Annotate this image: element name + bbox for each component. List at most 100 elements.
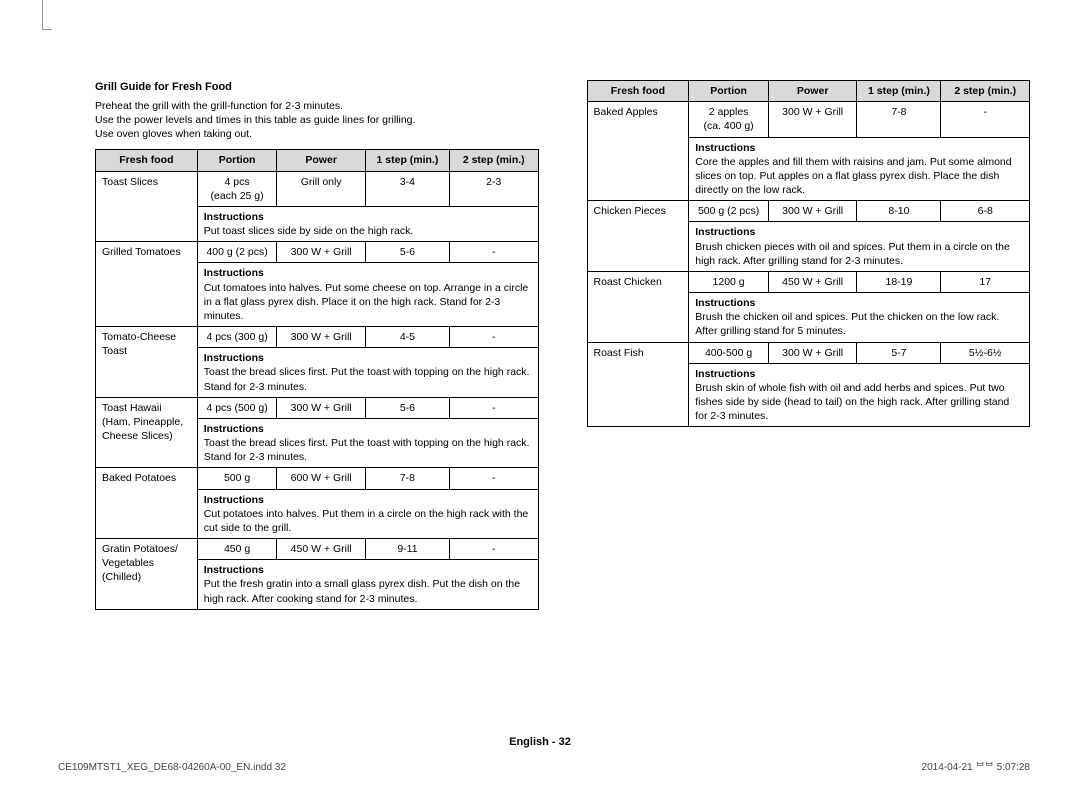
step1-cell: 3-4 xyxy=(365,171,449,206)
instructions-text: Brush skin of whole fish with oil and ad… xyxy=(695,382,1009,422)
instructions-cell: InstructionsToast the bread slices first… xyxy=(197,348,538,398)
instructions-cell: InstructionsCore the apples and fill the… xyxy=(689,137,1030,201)
instructions-cell: InstructionsCut potatoes into halves. Pu… xyxy=(197,489,538,539)
table-row: Roast Chicken1200 g450 W + Grill18-1917 xyxy=(587,271,1030,292)
food-name: Baked Apples xyxy=(587,102,689,201)
portion-cell: 450 g xyxy=(197,539,277,560)
footer-lang: English xyxy=(509,736,549,748)
step1-cell: 8-10 xyxy=(857,201,941,222)
portion-cell: 2 apples(ca. 400 g) xyxy=(689,102,769,137)
instructions-label: Instructions xyxy=(204,211,264,223)
instructions-text: Brush the chicken oil and spices. Put th… xyxy=(695,311,999,337)
grill-table-left: Fresh food Portion Power 1 step (min.) 2… xyxy=(95,149,539,609)
power-cell: Grill only xyxy=(277,171,366,206)
step1-cell: 7-8 xyxy=(857,102,941,137)
crop-mark xyxy=(42,0,52,30)
table-row: Gratin Potatoes/ Vegetables (Chilled)450… xyxy=(96,539,539,560)
intro-line: Preheat the grill with the grill-functio… xyxy=(95,99,539,113)
food-name: Roast Fish xyxy=(587,342,689,427)
step1-cell: 7-8 xyxy=(365,468,449,489)
step1-cell: 9-11 xyxy=(365,539,449,560)
table-row: Baked Apples2 apples(ca. 400 g)300 W + G… xyxy=(587,102,1030,137)
power-cell: 300 W + Grill xyxy=(277,242,366,263)
portion-cell: 500 g xyxy=(197,468,277,489)
instructions-text: Cut potatoes into halves. Put them in a … xyxy=(204,508,529,534)
left-column: Grill Guide for Fresh Food Preheat the g… xyxy=(95,80,539,732)
food-name: Gratin Potatoes/ Vegetables (Chilled) xyxy=(96,539,198,610)
instructions-label: Instructions xyxy=(695,368,755,380)
section-title: Grill Guide for Fresh Food xyxy=(95,80,539,95)
step2-cell: - xyxy=(941,102,1030,137)
food-name: Roast Chicken xyxy=(587,271,689,342)
step2-cell: 17 xyxy=(941,271,1030,292)
instructions-label: Instructions xyxy=(695,226,755,238)
footer-sep: - xyxy=(552,736,559,748)
portion-cell: 400 g (2 pcs) xyxy=(197,242,277,263)
instructions-cell: Instructions Put toast slices side by sid… xyxy=(197,206,538,241)
instructions-text: Toast the bread slices first. Put the to… xyxy=(204,437,530,463)
portion-cell: 4 pcs (500 g) xyxy=(197,397,277,418)
food-name: Toast Hawaii (Ham, Pineapple, Cheese Sli… xyxy=(96,397,198,468)
instructions-label: Instructions xyxy=(695,297,755,309)
col-header: Fresh food xyxy=(587,81,689,102)
instructions-label: Instructions xyxy=(204,267,264,279)
power-cell: 300 W + Grill xyxy=(277,327,366,348)
intro-line: Use oven gloves when taking out. xyxy=(95,127,539,141)
page-body: Grill Guide for Fresh Food Preheat the g… xyxy=(95,80,1030,732)
step2-cell: - xyxy=(449,468,538,489)
step2-cell: - xyxy=(449,327,538,348)
power-cell: 450 W + Grill xyxy=(768,271,857,292)
food-name: Tomato-Cheese Toast xyxy=(96,327,198,398)
instructions-cell: Instructions Brush chicken pieces with oi… xyxy=(689,222,1030,272)
col-header: Portion xyxy=(197,150,277,171)
instructions-text: Toast the bread slices first. Put the to… xyxy=(204,366,530,392)
step1-cell: 18-19 xyxy=(857,271,941,292)
col-header: 2 step (min.) xyxy=(941,81,1030,102)
step1-cell: 5-6 xyxy=(365,397,449,418)
instructions-label: Instructions xyxy=(204,423,264,435)
table-row: Tomato-Cheese Toast4 pcs (300 g)300 W + … xyxy=(96,327,539,348)
step2-cell: - xyxy=(449,539,538,560)
step2-cell: 2-3 xyxy=(449,171,538,206)
power-cell: 450 W + Grill xyxy=(277,539,366,560)
page-footer-center: English - 32 xyxy=(0,735,1080,750)
portion-cell: 4 pcs (300 g) xyxy=(197,327,277,348)
step1-cell: 5-7 xyxy=(857,342,941,363)
instructions-text: Put toast slices side by side on the hig… xyxy=(204,225,414,237)
instructions-cell: Instructions Put the fresh gratin into a … xyxy=(197,560,538,610)
instructions-text: Brush chicken pieces with oil and spices… xyxy=(695,241,1010,267)
col-header: Power xyxy=(768,81,857,102)
instructions-label: Instructions xyxy=(695,142,755,154)
instructions-cell: Instructions Toast the bread slices first… xyxy=(197,418,538,468)
right-column: Fresh food Portion Power 1 step (min.) 2… xyxy=(587,80,1031,732)
instructions-text: Put the fresh gratin into a small glass … xyxy=(204,578,520,604)
step1-cell: 5-6 xyxy=(365,242,449,263)
intro-text: Preheat the grill with the grill-functio… xyxy=(95,99,539,142)
power-cell: 300 W + Grill xyxy=(768,102,857,137)
footer-page: 32 xyxy=(559,736,571,748)
col-header: 2 step (min.) xyxy=(449,150,538,171)
table-row: Chicken Pieces500 g (2 pcs)300 W + Grill… xyxy=(587,201,1030,222)
power-cell: 300 W + Grill xyxy=(768,201,857,222)
col-header: Portion xyxy=(689,81,769,102)
power-cell: 300 W + Grill xyxy=(277,397,366,418)
power-cell: 300 W + Grill xyxy=(768,342,857,363)
col-header: 1 step (min.) xyxy=(365,150,449,171)
table-row: Baked Potatoes500 g600 W + Grill7-8- xyxy=(96,468,539,489)
table-row: Toast Hawaii (Ham, Pineapple, Cheese Sli… xyxy=(96,397,539,418)
intro-line: Use the power levels and times in this t… xyxy=(95,113,539,127)
instructions-text: Cut tomatoes into halves. Put some chees… xyxy=(204,282,529,322)
instructions-label: Instructions xyxy=(204,564,264,576)
step2-cell: - xyxy=(449,242,538,263)
col-header: 1 step (min.) xyxy=(857,81,941,102)
footer-file: CE109MTST1_XEG_DE68-04260A-00_EN.indd 32 xyxy=(58,761,286,775)
step1-cell: 4-5 xyxy=(365,327,449,348)
portion-cell: 400-500 g xyxy=(689,342,769,363)
food-name: Grilled Tomatoes xyxy=(96,242,198,327)
power-cell: 600 W + Grill xyxy=(277,468,366,489)
grill-table-right: Fresh food Portion Power 1 step (min.) 2… xyxy=(587,80,1031,427)
food-name: Baked Potatoes xyxy=(96,468,198,539)
table-row: Roast Fish400-500 g300 W + Grill5-75½-6½ xyxy=(587,342,1030,363)
table-row: Grilled Tomatoes400 g (2 pcs)300 W + Gri… xyxy=(96,242,539,263)
table-row: Toast Slices4 pcs(each 25 g)Grill only3-… xyxy=(96,171,539,206)
